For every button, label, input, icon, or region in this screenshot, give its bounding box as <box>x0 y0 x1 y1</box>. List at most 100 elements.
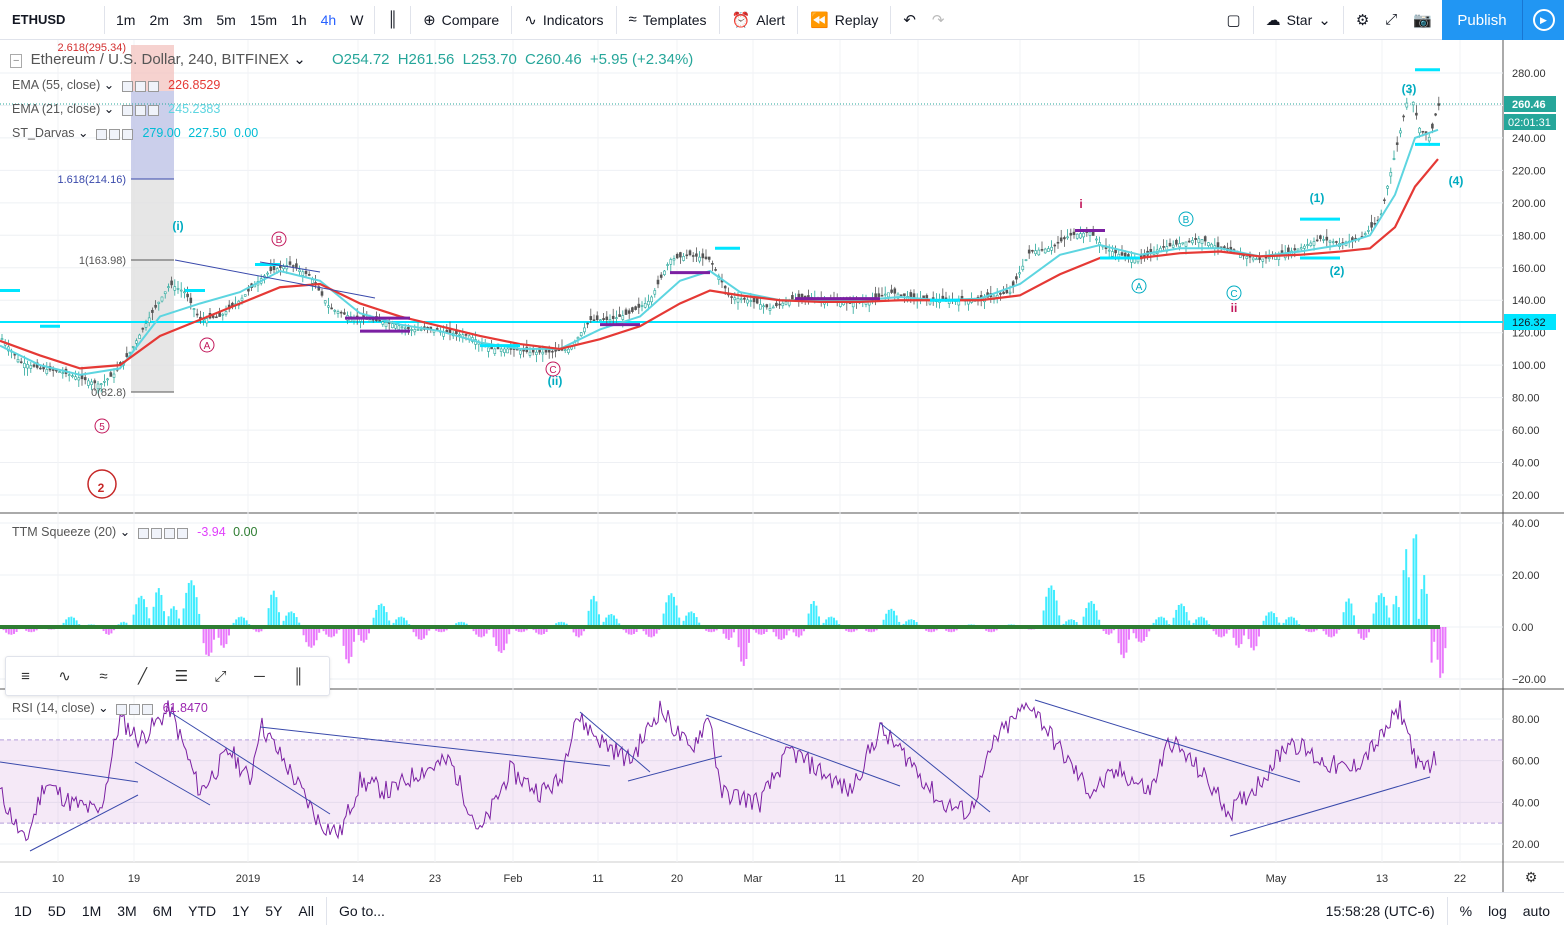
publish-button[interactable]: Publish <box>1442 0 1522 40</box>
ttm-bar <box>540 627 543 635</box>
eye-icon[interactable] <box>121 80 133 92</box>
wave-label: (3) <box>1402 82 1417 96</box>
range-5d[interactable]: 5D <box>47 903 66 919</box>
ema55-legend[interactable]: EMA (55, close) ⌄ 226.8529 <box>12 77 220 93</box>
interval-15m[interactable]: 15m <box>249 11 278 28</box>
collapse-icon[interactable]: − <box>10 54 23 68</box>
candle-body <box>307 274 311 276</box>
candle-body <box>743 297 746 300</box>
range-3m[interactable]: 3M <box>117 903 137 919</box>
compare-button[interactable]: ⊕ Compare <box>415 11 507 29</box>
candle-body <box>32 364 36 367</box>
indicator-controls[interactable] <box>95 127 135 141</box>
horizontal-ray-icon[interactable]: ─ <box>254 667 265 685</box>
fib-extension-icon[interactable]: ☰ <box>174 668 189 685</box>
elliott-impulse-icon[interactable]: ∿ <box>58 668 71 685</box>
symbol-search[interactable]: ETHUSD <box>12 12 66 27</box>
gear-icon[interactable] <box>150 527 162 539</box>
candle-body <box>1319 235 1322 239</box>
ttm-bar <box>397 617 400 627</box>
gear-icon[interactable] <box>134 80 146 92</box>
rsi-legend[interactable]: RSI (14, close) ⌄ 61.8470 <box>12 700 208 716</box>
interval-w[interactable]: W <box>350 11 364 28</box>
candle-body <box>589 316 593 321</box>
undo-button[interactable]: ↶ <box>895 11 924 29</box>
divider <box>718 5 720 34</box>
camera-icon: 📷 <box>1413 11 1432 29</box>
darvas-legend[interactable]: ST_Darvas ⌄ 279.00 227.50 0.00 <box>12 125 258 141</box>
close-icon[interactable] <box>121 128 133 140</box>
candle-body <box>503 348 506 353</box>
range-1d[interactable]: 1D <box>14 903 32 919</box>
close-icon[interactable] <box>142 703 154 715</box>
ema21-legend[interactable]: EMA (21, close) ⌄ 245.2383 <box>12 101 220 117</box>
eye-icon[interactable] <box>121 104 133 116</box>
chart-canvas[interactable]: 280.00260.00240.00220.00200.00180.00160.… <box>0 40 1564 892</box>
templates-button[interactable]: ≈ Templates <box>621 11 715 28</box>
fullscreen-button[interactable]: ⤢ <box>1377 11 1405 28</box>
ttm-bar <box>1137 627 1140 642</box>
trend-angle-icon[interactable]: ⤢ <box>214 667 227 685</box>
indicator-controls[interactable] <box>116 702 155 716</box>
candle-body <box>39 367 42 370</box>
fib-retracement-icon[interactable]: ≡ <box>21 667 30 685</box>
ttm-bar <box>353 627 355 642</box>
interval-2m[interactable]: 2m <box>149 11 169 28</box>
indicators-button[interactable]: ∿ Indicators <box>516 11 611 29</box>
clock-display[interactable]: 15:58:28 (UTC-6) <box>1325 903 1435 919</box>
gear-icon[interactable] <box>129 703 141 715</box>
interval-3m[interactable]: 3m <box>182 11 203 28</box>
range-all[interactable]: All <box>298 903 314 919</box>
alert-button[interactable]: ⏰ Alert <box>724 11 793 29</box>
log-toggle[interactable]: log <box>1488 903 1507 919</box>
eye-icon[interactable] <box>95 128 107 140</box>
settings-button[interactable]: ⚙ <box>1348 11 1377 29</box>
gear-icon[interactable] <box>108 128 120 140</box>
code-icon[interactable] <box>163 527 175 539</box>
range-6m[interactable]: 6M <box>152 903 173 919</box>
fullscreen-square-button[interactable]: ▢ <box>1218 11 1248 29</box>
candle-body <box>1002 291 1005 294</box>
interval-4h[interactable]: 4h <box>320 11 337 28</box>
candle-body <box>723 285 727 289</box>
ttm-label: TTM Squeeze (20) <box>12 525 117 539</box>
indicator-controls[interactable] <box>121 103 161 117</box>
ttm-bar <box>870 627 873 633</box>
percent-toggle[interactable]: % <box>1459 903 1473 919</box>
close-icon[interactable] <box>147 104 159 116</box>
candle-body <box>298 269 301 272</box>
indicator-controls[interactable] <box>137 526 190 540</box>
interval-5m[interactable]: 5m <box>216 11 236 28</box>
trend-line-icon[interactable]: ╱ <box>137 668 148 685</box>
vertical-lines-icon[interactable]: ║ <box>293 667 304 685</box>
ttm-bar <box>1353 615 1355 627</box>
close-icon[interactable] <box>176 527 188 539</box>
range-5y[interactable]: 5Y <box>265 903 283 919</box>
interval-1m[interactable]: 1m <box>116 11 136 28</box>
gear-icon[interactable] <box>134 104 146 116</box>
interval-1h[interactable]: 1h <box>291 11 307 28</box>
replay-button[interactable]: ⏪ Replay <box>802 11 886 29</box>
goto-button[interactable]: Go to... <box>338 903 385 919</box>
eye-icon[interactable] <box>116 703 128 715</box>
candle-body <box>1162 246 1165 248</box>
elliott-correction-icon[interactable]: ≈ <box>99 667 108 685</box>
close-icon[interactable] <box>147 80 159 92</box>
range-1m[interactable]: 1M <box>81 903 102 919</box>
snapshot-button[interactable]: 📷 <box>1405 11 1440 29</box>
chart-type-button[interactable]: ║ <box>379 11 406 28</box>
ttm-bar <box>270 594 273 627</box>
chevron-down-icon[interactable]: ⌄ <box>293 51 306 68</box>
indicator-controls[interactable] <box>121 79 161 93</box>
range-ytd[interactable]: YTD <box>188 903 217 919</box>
eye-icon[interactable] <box>137 527 149 539</box>
ttm-legend[interactable]: TTM Squeeze (20) ⌄ -3.94 0.00 <box>12 524 257 540</box>
play-button[interactable]: ▶ <box>1522 0 1564 40</box>
range-1y[interactable]: 1Y <box>232 903 250 919</box>
auto-toggle[interactable]: auto <box>1522 903 1550 919</box>
redo-button[interactable]: ↷ <box>924 11 953 29</box>
ttm-bar <box>120 622 123 627</box>
candle-body <box>883 293 887 296</box>
star-button[interactable]: ☁ Star ⌄ <box>1258 11 1339 29</box>
countdown-label: 02:01:31 <box>1508 117 1551 129</box>
